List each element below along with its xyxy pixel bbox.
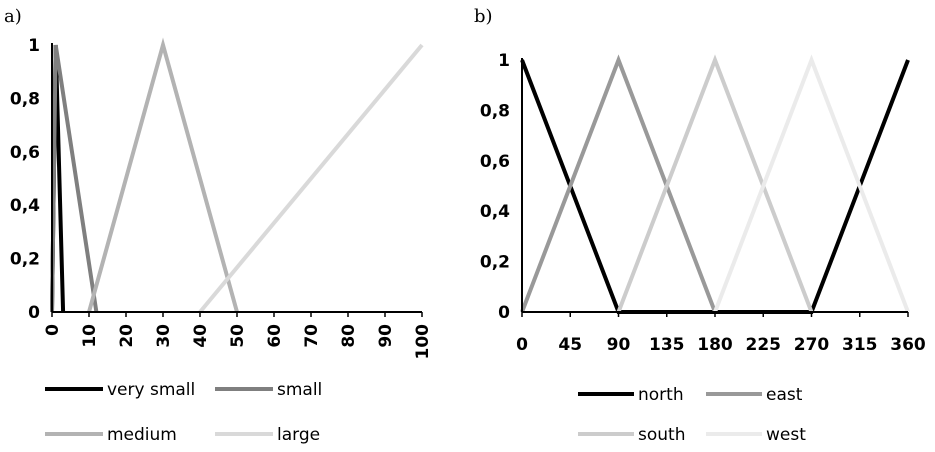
- y-tick-label: 0: [498, 303, 510, 323]
- legend-a: very small small medium large: [45, 380, 322, 445]
- x-tick-label: 70: [302, 324, 322, 348]
- legend-label: medium: [107, 425, 177, 445]
- x-tick-label: 225: [746, 335, 782, 355]
- x-tick-label: 40: [191, 324, 211, 348]
- x-tick-label: 90: [376, 324, 396, 348]
- x-tick-label: 30: [154, 324, 174, 348]
- y-tick-label: 0: [28, 303, 40, 323]
- legend-label: west: [766, 425, 806, 445]
- x-tick-label: 270: [794, 335, 830, 355]
- x-tick-label: 0: [516, 335, 528, 355]
- y-tick-label: 0,8: [480, 101, 510, 121]
- series-line-medium: [87, 37, 239, 313]
- x-tick-label: 180: [697, 335, 733, 355]
- x-tick-label: 90: [607, 335, 631, 355]
- x-tick-label: 45: [558, 335, 582, 355]
- series-line-small: [50, 44, 99, 313]
- x-tick-label: 80: [339, 324, 359, 348]
- y-tick-label: 0,6: [480, 152, 510, 172]
- x-tick-label: 50: [228, 324, 248, 348]
- legend-b: north east south west: [578, 385, 806, 445]
- series-line-south: [616, 54, 814, 313]
- series-line-east: [520, 54, 717, 313]
- series-line-west: [713, 54, 910, 313]
- chart-b: b) 0 0,2 0,4 0,6 0,8 1 0 45 90 135 180 225 270 315 36…: [474, 6, 926, 445]
- legend-label: very small: [107, 380, 195, 400]
- y-tick-label: 0,4: [10, 196, 40, 216]
- x-tick-label: 315: [842, 335, 878, 355]
- y-tick-label: 0,2: [480, 253, 510, 273]
- legend-label: small: [277, 380, 322, 400]
- chart-a: a) 0 0,2 0,4 0,6 0,8 1 0 10 20 30 40 50 60 70 80 90 100…: [4, 6, 433, 445]
- legend-label: large: [277, 425, 320, 445]
- panel-label-a: a): [4, 6, 22, 27]
- x-tick-label: 0: [43, 324, 63, 336]
- panel-label-b: b): [474, 6, 493, 27]
- legend-label: south: [638, 425, 685, 445]
- series-line-north: [520, 59, 910, 314]
- x-tick-label: 100: [413, 324, 433, 360]
- series-line-large: [198, 43, 424, 314]
- legend-label: east: [766, 385, 803, 405]
- x-tick-label: 10: [80, 324, 100, 348]
- x-tick-label: 20: [117, 324, 137, 348]
- x-tick-label: 135: [649, 335, 685, 355]
- y-tick-label: 0,6: [10, 143, 40, 163]
- y-tick-label: 1: [498, 51, 510, 71]
- legend-label: north: [638, 385, 684, 405]
- x-tick-label: 360: [890, 335, 926, 355]
- y-tick-label: 0,4: [480, 202, 510, 222]
- x-tick-label: 60: [265, 324, 285, 348]
- y-tick-label: 0,2: [10, 250, 40, 270]
- y-tick-label: 0,8: [10, 89, 40, 109]
- y-tick-label: 1: [28, 36, 40, 56]
